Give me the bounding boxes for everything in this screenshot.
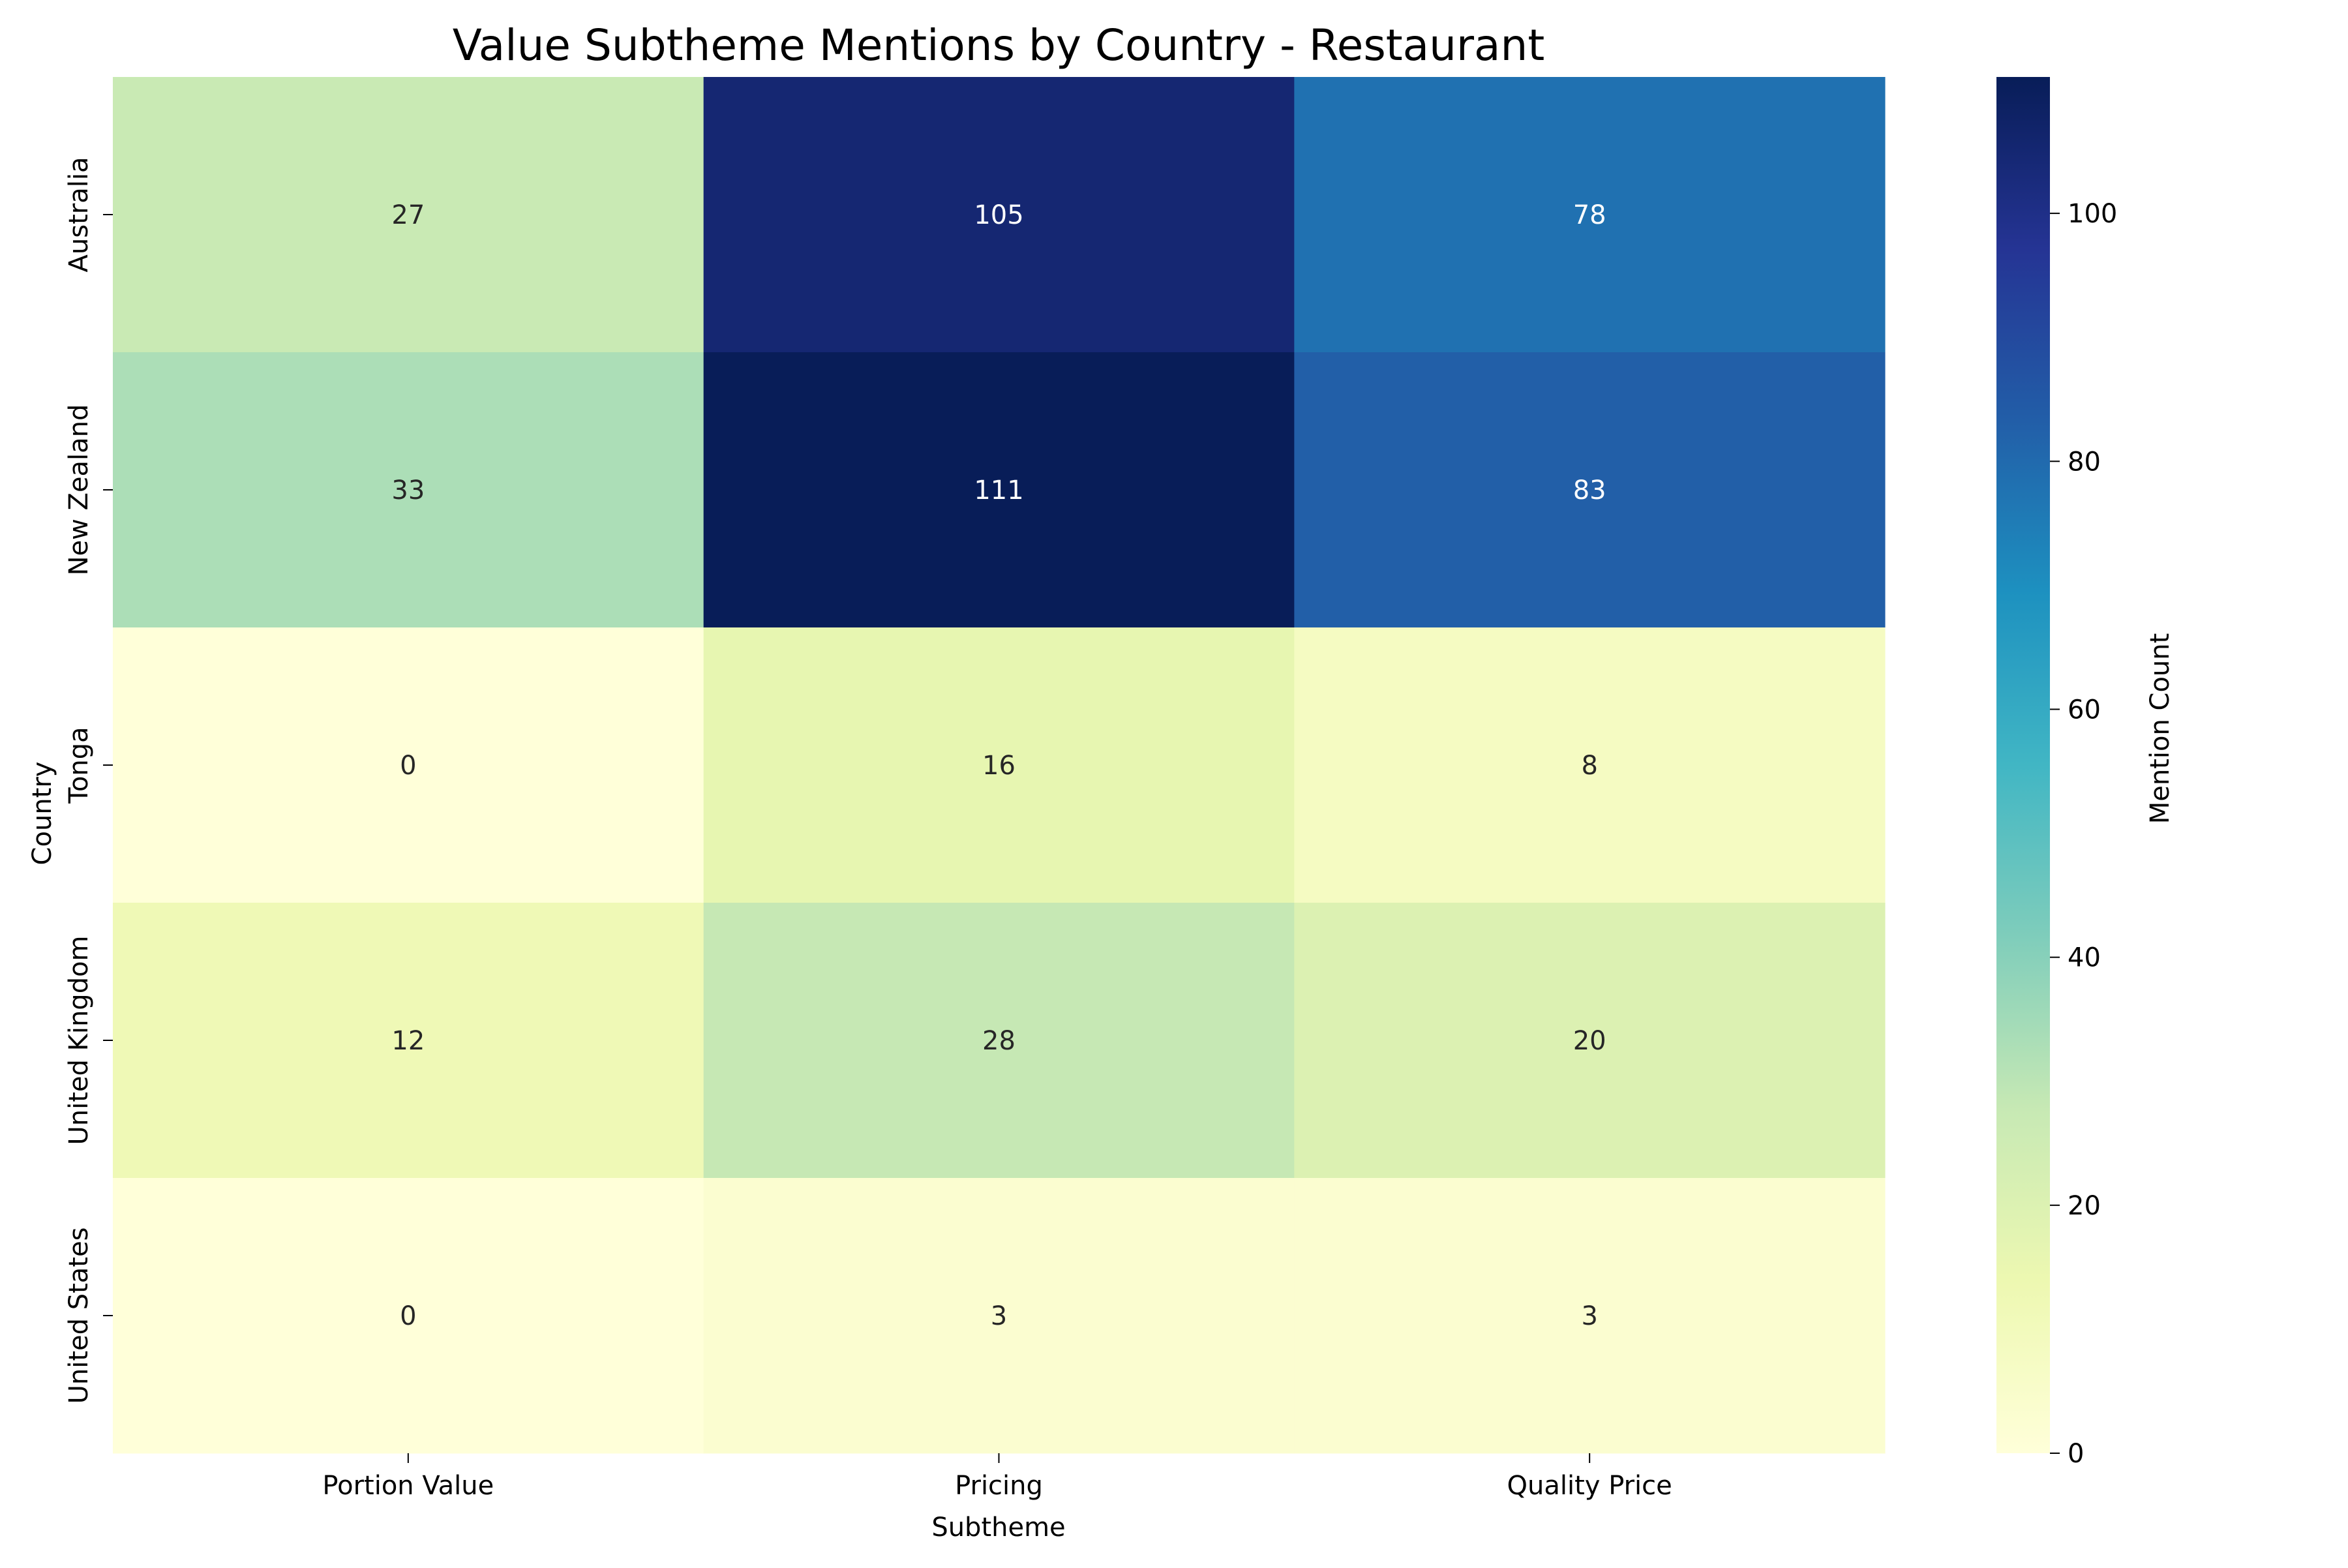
- heatmap-cell: [703, 77, 1295, 353]
- cell-value-label: 111: [974, 475, 1023, 505]
- heatmap-cell: [1294, 627, 1886, 903]
- y-tick-label: New Zealand: [64, 404, 94, 576]
- y-axis-label: Country: [27, 762, 57, 866]
- x-axis: Portion Value Pricing Quality Price: [322, 1453, 1672, 1501]
- y-tick-label: United States: [64, 1228, 94, 1404]
- heatmap-cell: [113, 903, 704, 1179]
- colorbar-tick-label: 40: [2068, 943, 2101, 973]
- y-tick-label: United Kingdom: [64, 935, 94, 1145]
- cell-value-label: 8: [1581, 751, 1597, 781]
- chart-title: Value Subtheme Mentions by Country - Res…: [453, 20, 1544, 70]
- y-tick-label: Tonga: [64, 727, 94, 804]
- colorbar-tick-label: 60: [2068, 695, 2101, 725]
- heatmap-cell: [1294, 352, 1886, 628]
- y-axis: Australia New Zealand Tonga United Kingdom U…: [64, 157, 113, 1404]
- cell-value-label: 27: [391, 200, 425, 230]
- heatmap-cell: [113, 1178, 704, 1454]
- x-tick-label: Portion Value: [322, 1471, 494, 1501]
- heatmap-cell: [1294, 903, 1886, 1179]
- cell-value-label: 0: [400, 751, 416, 781]
- heatmap-cell: [113, 77, 704, 353]
- colorbar-label: Mention Count: [2145, 633, 2175, 824]
- cell-value-label: 0: [400, 1301, 416, 1331]
- cell-value-label: 83: [1573, 475, 1606, 505]
- cell-value-label: 28: [982, 1026, 1016, 1056]
- cell-value-label: 3: [1581, 1301, 1597, 1331]
- colorbar: 0 20 40 60 80 100: [1996, 77, 2117, 1469]
- y-tick-label: Australia: [64, 157, 94, 273]
- x-axis-label: Subtheme: [931, 1513, 1065, 1543]
- colorbar-gradient: [1996, 77, 2050, 1453]
- heatmap-cell: [113, 627, 704, 903]
- colorbar-tick-label: 20: [2068, 1191, 2101, 1221]
- cell-value-label: 20: [1573, 1026, 1606, 1056]
- colorbar-tick-label: 100: [2068, 199, 2117, 229]
- cell-value-label: 78: [1573, 200, 1606, 230]
- heatmap-cell: [703, 627, 1295, 903]
- heatmap-cell: [1294, 77, 1886, 353]
- cell-value-label: 16: [982, 751, 1016, 781]
- colorbar-tick-label: 80: [2068, 447, 2101, 477]
- colorbar-tick-label: 0: [2068, 1439, 2084, 1469]
- cell-value-label: 12: [391, 1026, 425, 1056]
- cell-value-label: 33: [391, 475, 425, 505]
- heatmap-cell: [703, 1178, 1295, 1454]
- heatmap-cell: [1294, 1178, 1886, 1454]
- cell-value-label: 3: [991, 1301, 1007, 1331]
- x-tick-label: Quality Price: [1507, 1471, 1672, 1501]
- cell-value-label: 105: [974, 200, 1023, 230]
- heatmap-cell: [703, 903, 1295, 1179]
- x-tick-label: Pricing: [955, 1471, 1043, 1501]
- heatmap-cell: [113, 352, 704, 628]
- heatmap-cell: [703, 352, 1295, 628]
